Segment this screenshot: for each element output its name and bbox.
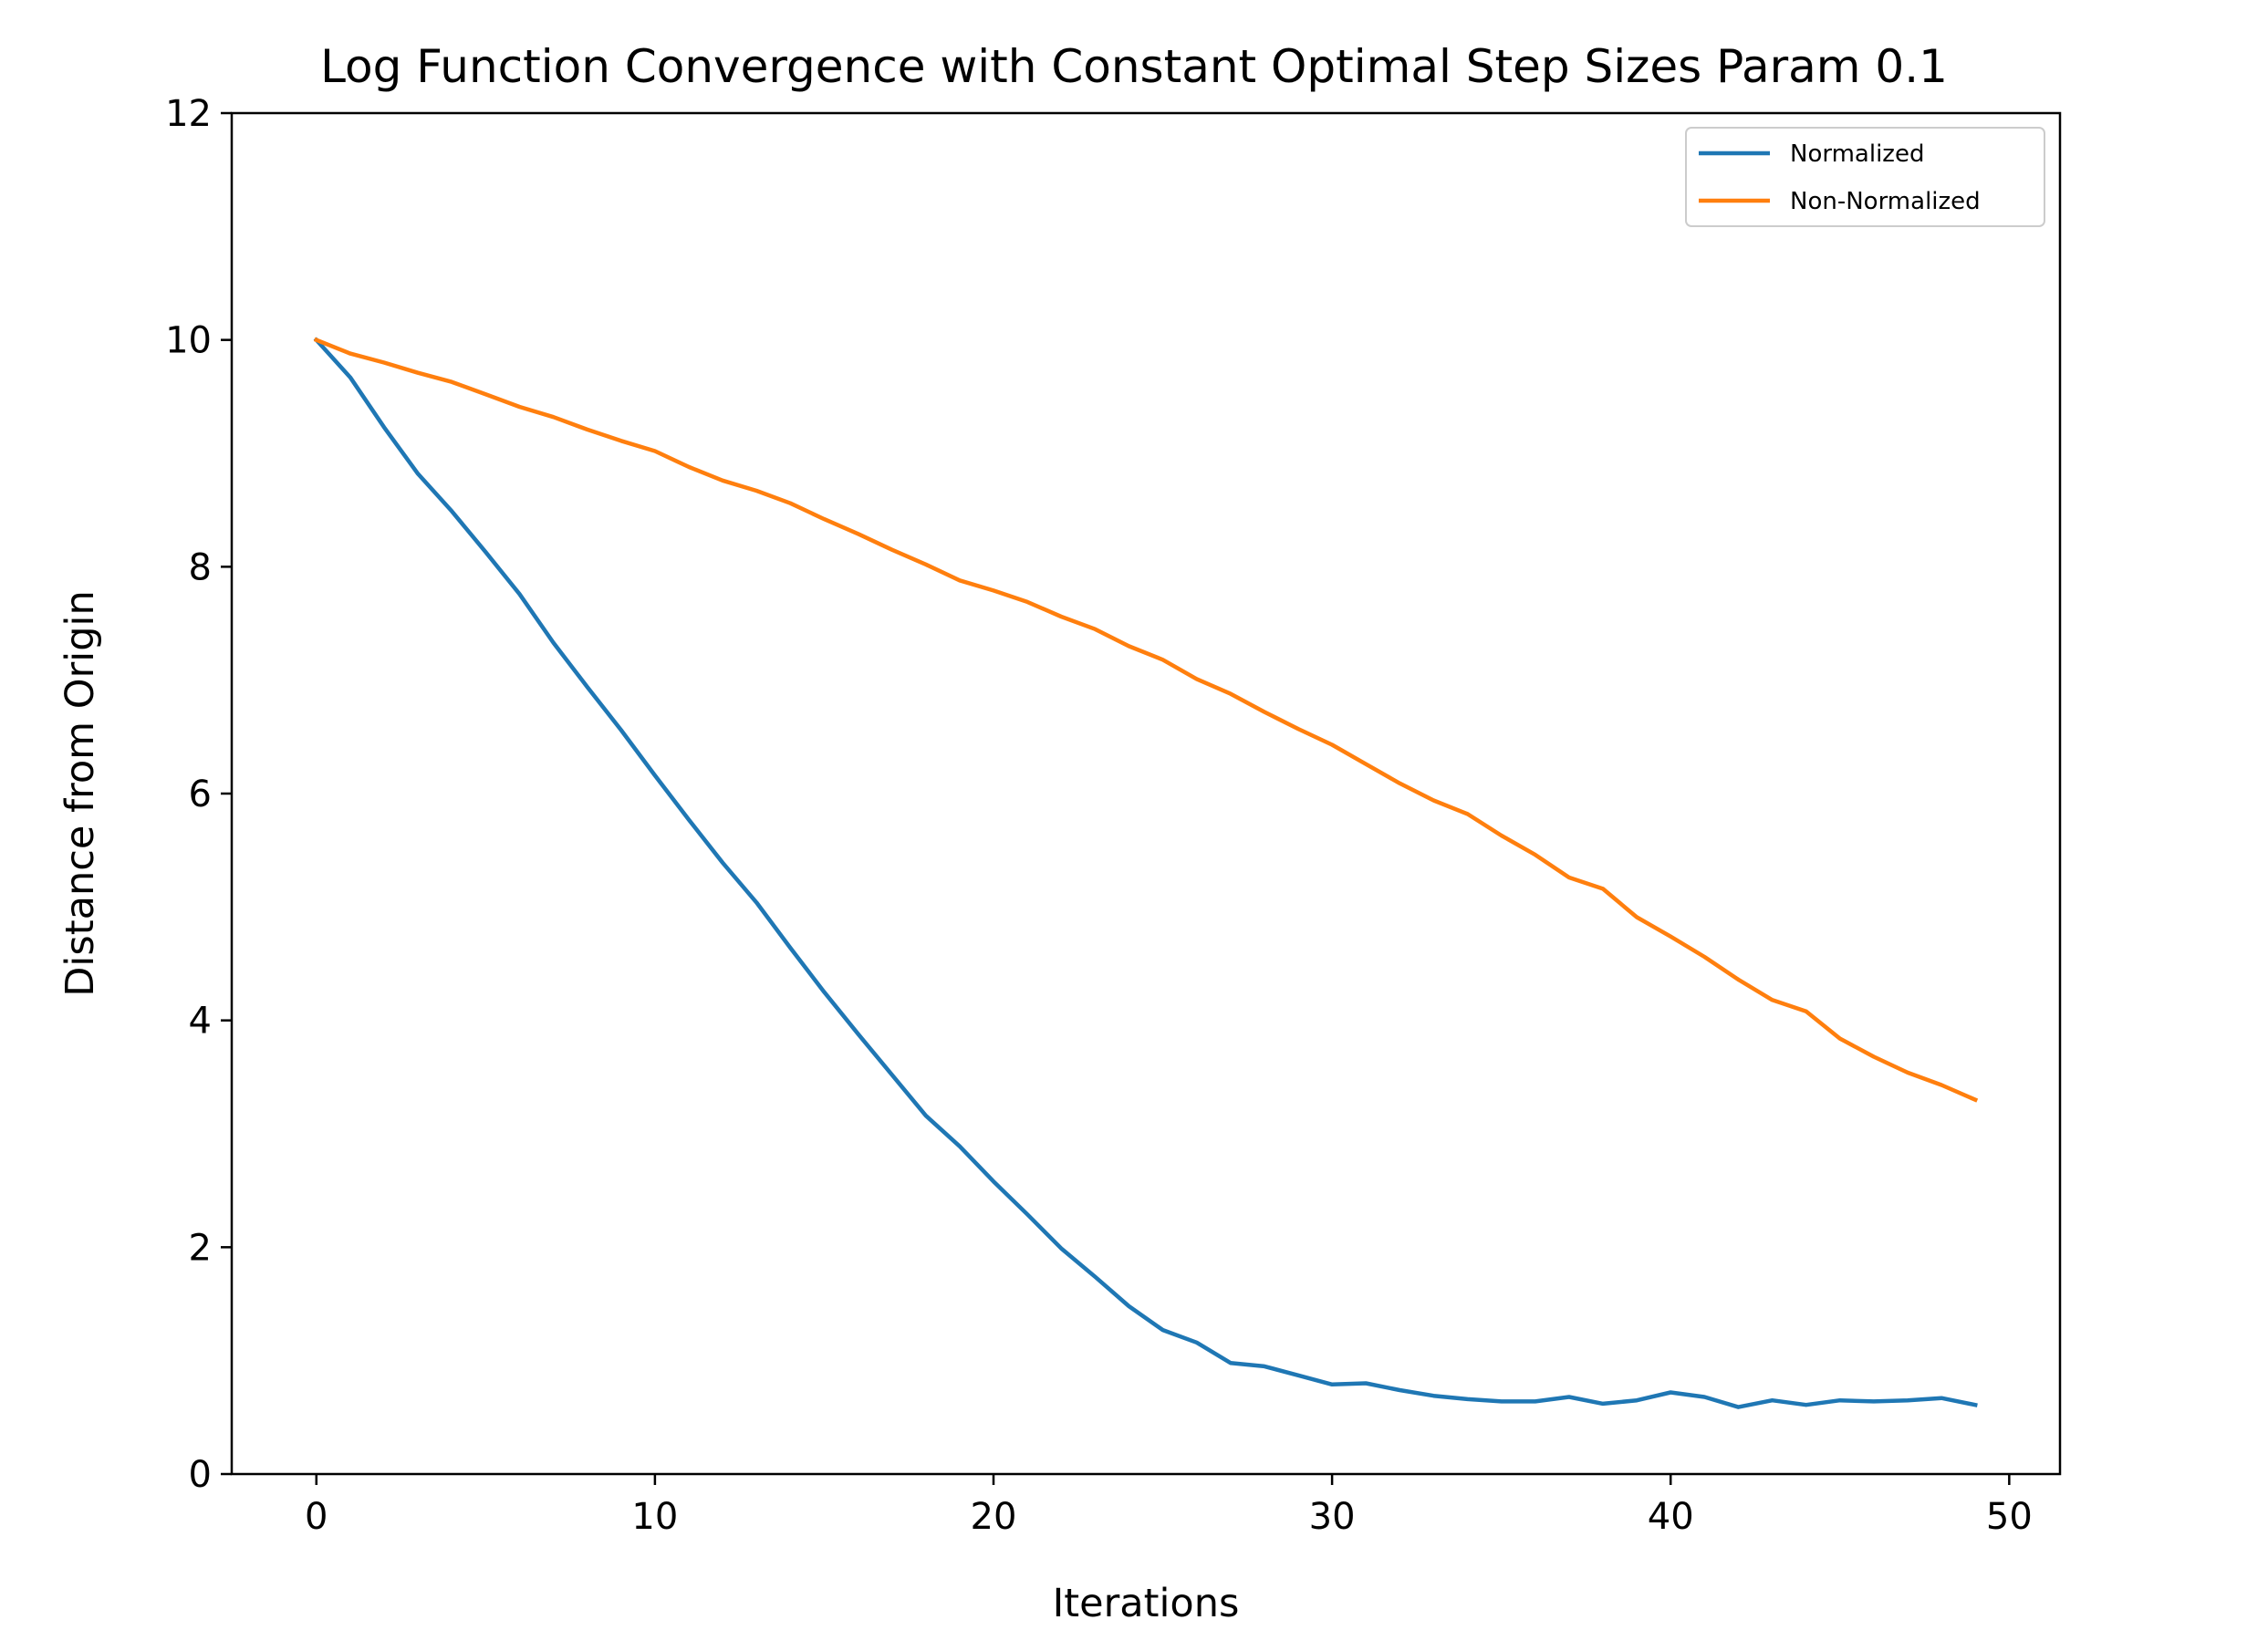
legend-box	[1685, 127, 2045, 227]
x-axis-label: Iterations	[1053, 1581, 1240, 1626]
series-line-non-normalized	[313, 337, 1979, 1103]
y-axis-label: Distance from Origin	[57, 590, 103, 996]
x-axis-ticks: 0 10 20 30 40 50	[305, 1474, 2033, 1538]
chart-title: Log Function Convergence with Constant O…	[320, 40, 1948, 93]
x-tick-label: 50	[1986, 1496, 2033, 1538]
x-tick-label: 30	[1309, 1496, 1356, 1538]
y-tick-label: 8	[189, 546, 212, 588]
x-tick-label: 40	[1648, 1496, 1694, 1538]
x-tick-label: 20	[971, 1496, 1017, 1538]
y-tick-label: 2	[189, 1227, 212, 1269]
y-tick-label: 12	[165, 93, 212, 135]
y-tick-label: 0	[189, 1454, 212, 1496]
y-tick-label: 6	[189, 774, 212, 815]
legend-label: Normalized	[1790, 140, 1924, 168]
series-line-normalized	[313, 337, 1978, 1409]
legend-entries: Normalized Non-Normalized	[1699, 140, 1981, 215]
series-layer	[313, 337, 1979, 1409]
legend-label: Non-Normalized	[1790, 188, 1981, 215]
y-tick-label: 4	[189, 1001, 212, 1043]
plot-area	[232, 113, 2060, 1474]
y-tick-label: 10	[165, 320, 212, 362]
x-tick-label: 0	[305, 1496, 328, 1538]
x-tick-label: 10	[631, 1496, 678, 1538]
y-axis-ticks: 0 2 4 6 8 10 12	[165, 93, 232, 1496]
legend: Normalized Non-Normalized	[1685, 127, 2045, 227]
